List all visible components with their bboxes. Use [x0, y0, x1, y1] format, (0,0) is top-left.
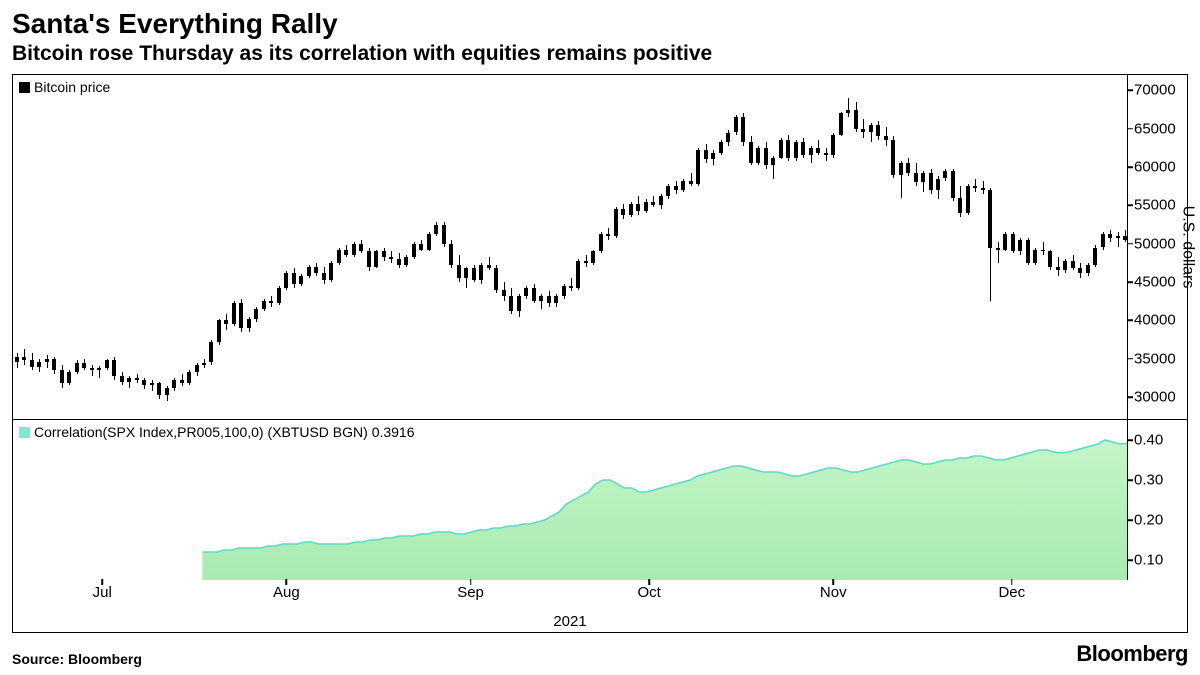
x-axis-title: 2021 — [13, 613, 1127, 630]
correlation-legend-label: Correlation(SPX Index,PR005,100,0) (XBTU… — [34, 424, 415, 440]
price-legend: Bitcoin price — [19, 79, 110, 95]
chart-subtitle: Bitcoin rose Thursday as its correlation… — [0, 40, 1200, 72]
price-panel: Bitcoin price U.S. dollars 3000035000400… — [13, 75, 1187, 420]
price-y-axis-title: U.S. dollars — [1179, 206, 1197, 289]
footer: Source: Bloomberg Bloomberg — [12, 641, 1188, 667]
chart-area: Bitcoin price U.S. dollars 3000035000400… — [12, 74, 1188, 633]
correlation-y-axis: 0.100.200.300.40 — [1127, 420, 1187, 580]
chart-frame: Bitcoin price U.S. dollars 3000035000400… — [12, 74, 1188, 633]
price-legend-swatch — [19, 82, 30, 93]
brand-label: Bloomberg — [1076, 641, 1188, 667]
source-label: Source: Bloomberg — [12, 651, 142, 667]
correlation-panel: Correlation(SPX Index,PR005,100,0) (XBTU… — [13, 420, 1187, 580]
correlation-legend: Correlation(SPX Index,PR005,100,0) (XBTU… — [19, 424, 415, 440]
price-plot — [13, 75, 1127, 419]
x-axis: JulAugSepOctNovDec — [13, 580, 1127, 610]
price-y-axis: U.S. dollars 300003500040000450005000055… — [1127, 75, 1187, 419]
price-legend-label: Bitcoin price — [34, 79, 110, 95]
correlation-area-svg — [13, 420, 1127, 580]
correlation-legend-swatch — [19, 427, 30, 438]
correlation-plot — [13, 420, 1127, 580]
chart-title: Santa's Everything Rally — [0, 0, 1200, 40]
